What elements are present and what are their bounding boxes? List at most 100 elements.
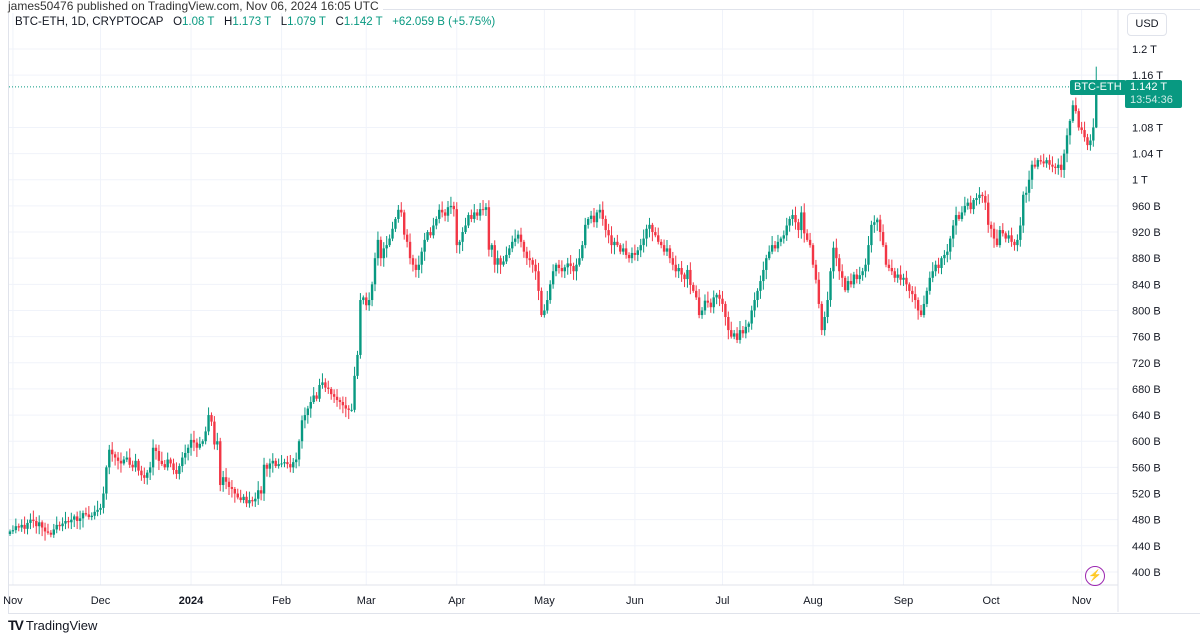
candle-body <box>449 205 453 208</box>
candle <box>397 204 400 223</box>
candle-body <box>321 382 324 386</box>
candle-body <box>265 464 269 469</box>
candle-body <box>884 245 888 265</box>
candle-body <box>353 375 356 410</box>
candle-body <box>730 330 733 337</box>
candle-body <box>303 415 307 421</box>
candle-body <box>788 218 791 226</box>
candle-body <box>213 421 216 445</box>
candle <box>327 380 330 394</box>
candle <box>732 329 736 340</box>
candle-body <box>928 277 931 291</box>
candle-body <box>890 267 894 272</box>
time-tick-label: Nov <box>3 595 23 607</box>
candle-body <box>335 396 339 401</box>
candle-body <box>586 218 590 225</box>
candle-body <box>309 401 312 409</box>
candle-body <box>622 248 625 252</box>
candle <box>248 491 251 508</box>
candle-body <box>776 241 780 249</box>
candle <box>715 292 718 305</box>
candle-body <box>257 490 260 499</box>
candle <box>481 200 485 216</box>
candle <box>201 439 204 447</box>
candle <box>382 242 385 267</box>
candle <box>473 204 476 223</box>
candle <box>134 453 137 472</box>
candle-body <box>916 300 920 311</box>
candle <box>254 492 257 507</box>
candle <box>1074 97 1077 114</box>
candle <box>344 396 347 418</box>
candle-body <box>516 234 520 239</box>
candle <box>1089 134 1092 151</box>
candle-body <box>367 300 371 306</box>
candle-body <box>75 516 79 521</box>
candle <box>353 366 356 413</box>
candle <box>324 378 327 392</box>
candle <box>931 262 934 283</box>
time-tick-label: Mar <box>357 595 376 607</box>
time-tick-label: 2024 <box>179 595 204 607</box>
legend-symbol: BTC-ETH, 1D, CRYPTOCAP <box>15 16 164 28</box>
lightning-icon[interactable]: ⚡ <box>1085 566 1105 586</box>
candle <box>604 215 607 238</box>
candle-body <box>607 230 610 236</box>
candle-body <box>841 271 844 278</box>
price-tick-label: 600 B <box>1132 436 1161 448</box>
price-tick-label: 1.04 T <box>1132 149 1163 161</box>
candle <box>1022 191 1025 233</box>
candle <box>379 236 383 267</box>
candle <box>408 233 412 265</box>
tradingview-logo: TV TradingView <box>8 617 97 633</box>
candle <box>154 444 158 460</box>
candle-body <box>151 447 155 468</box>
candle-body <box>172 463 175 470</box>
candle <box>727 311 730 340</box>
candle-body <box>181 457 184 467</box>
time-tick-label: Oct <box>983 595 1000 607</box>
candle <box>67 516 70 529</box>
currency-button[interactable]: USD <box>1127 13 1167 36</box>
candle <box>414 258 418 278</box>
candle-body <box>805 233 809 240</box>
candle-body <box>715 294 718 298</box>
candle <box>811 243 815 268</box>
candle-body <box>379 239 383 259</box>
candle-body <box>1004 233 1007 239</box>
candle-body <box>154 447 158 452</box>
candle <box>636 246 639 262</box>
candle-body <box>686 269 689 280</box>
candle <box>896 268 899 283</box>
candle-body <box>654 232 657 236</box>
candle-body <box>443 212 447 216</box>
candle-body <box>175 469 178 474</box>
candle-body <box>639 245 642 251</box>
candle <box>341 396 345 414</box>
candle-body <box>522 241 526 252</box>
candle <box>1095 66 1098 129</box>
price-tick-label: 720 B <box>1132 358 1161 370</box>
candle-body <box>779 238 783 242</box>
candle-body <box>397 209 400 219</box>
candle <box>572 262 575 280</box>
candle-body <box>467 215 470 226</box>
candle-body <box>119 460 123 464</box>
candle <box>762 261 765 290</box>
candle <box>181 452 184 473</box>
candle <box>143 467 146 485</box>
price-tick-label: 440 B <box>1132 541 1161 553</box>
candle <box>876 217 879 231</box>
candle-body <box>297 441 301 460</box>
candle-body <box>765 258 768 270</box>
candle-body <box>706 300 710 303</box>
candle <box>335 389 339 407</box>
candle-body <box>540 290 543 316</box>
candle <box>365 292 368 311</box>
candle <box>359 293 362 359</box>
candle-body <box>835 247 838 259</box>
candle <box>286 455 289 469</box>
candle <box>610 226 613 254</box>
candle <box>113 451 117 466</box>
